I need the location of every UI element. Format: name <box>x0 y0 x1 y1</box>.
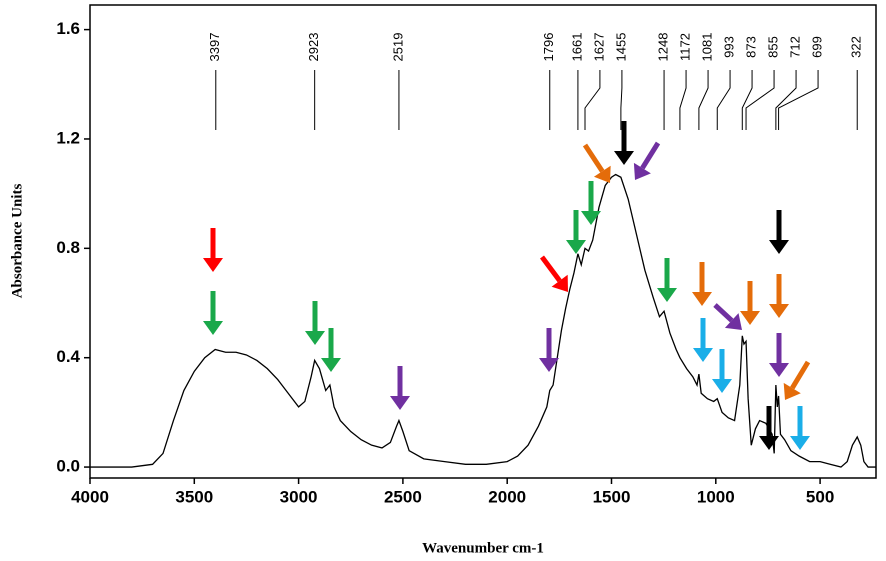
arrow-head <box>693 348 713 362</box>
y-tick-label: 0.0 <box>56 457 80 476</box>
arrow-head <box>203 321 223 335</box>
arrow-head <box>724 313 742 330</box>
arrow-shaft <box>582 143 605 173</box>
y-tick-label: 0.8 <box>56 238 80 257</box>
x-axis-label: Wavenumber cm-1 <box>422 540 544 556</box>
peak-label: 712 <box>788 36 803 58</box>
arrow-shaft <box>790 360 811 390</box>
x-tick-label: 1500 <box>593 487 631 506</box>
arrow-head <box>769 240 789 254</box>
peak-leader <box>778 70 819 130</box>
peak-label: 2519 <box>390 33 405 62</box>
arrow-head <box>783 382 801 400</box>
arrow-head <box>539 358 559 372</box>
x-tick-label: 500 <box>806 487 834 506</box>
arrow-head <box>581 211 601 225</box>
peak-label: 1248 <box>656 33 671 62</box>
arrow-head <box>614 151 634 165</box>
peak-label: 2923 <box>306 33 321 62</box>
peak-label: 1172 <box>678 33 693 61</box>
x-tick-label: 3000 <box>280 487 318 506</box>
peak-label: 3397 <box>207 33 222 62</box>
x-tick-label: 4000 <box>71 487 109 506</box>
arrow-head <box>633 162 651 180</box>
arrow-head <box>593 165 611 183</box>
peak-label: 1661 <box>569 33 584 62</box>
peak-label: 873 <box>744 36 759 58</box>
arrow-head <box>790 436 810 450</box>
arrow-head <box>390 396 410 410</box>
peak-label: 1627 <box>591 33 606 62</box>
peak-leader <box>775 70 797 130</box>
arrow-head <box>692 292 712 306</box>
peak-label: 1081 <box>700 33 715 62</box>
peak-label: 322 <box>849 36 864 58</box>
peak-leader <box>698 70 709 130</box>
peak-leader <box>745 70 775 130</box>
arrow-head <box>759 436 779 450</box>
spectrum-line <box>90 173 876 468</box>
arrow-head <box>740 311 760 325</box>
peak-leader <box>584 70 601 130</box>
x-tick-label: 2500 <box>384 487 422 506</box>
x-tick-label: 1000 <box>697 487 735 506</box>
arrow-head <box>769 304 789 318</box>
arrow-head <box>203 258 223 272</box>
peak-leader <box>741 70 753 130</box>
x-tick-label: 2000 <box>488 487 526 506</box>
y-tick-label: 0.4 <box>56 347 80 366</box>
arrow-head <box>712 379 732 393</box>
x-tick-label: 3500 <box>175 487 213 506</box>
arrow-shaft <box>640 141 661 170</box>
arrow-head <box>551 274 568 292</box>
peak-label: 993 <box>722 36 737 58</box>
peak-label: 1796 <box>541 33 556 62</box>
arrow-head <box>321 358 341 372</box>
arrow-shaft <box>713 303 734 323</box>
peak-leader <box>620 70 623 130</box>
peak-label: 855 <box>766 36 781 58</box>
arrow-head <box>305 331 325 345</box>
peak-label: 699 <box>810 36 825 58</box>
arrow-head <box>657 288 677 302</box>
plot-frame <box>89 4 877 479</box>
peak-leader <box>679 70 687 130</box>
arrow-head <box>566 240 586 254</box>
y-tick-label: 1.2 <box>56 128 80 147</box>
y-tick-label: 1.6 <box>56 19 80 38</box>
y-axis-label: Absorbance Units <box>9 184 25 299</box>
peak-leader <box>716 70 731 130</box>
peak-label: 1455 <box>613 33 628 62</box>
arrow-head <box>769 363 789 377</box>
arrow-shaft <box>539 255 562 283</box>
